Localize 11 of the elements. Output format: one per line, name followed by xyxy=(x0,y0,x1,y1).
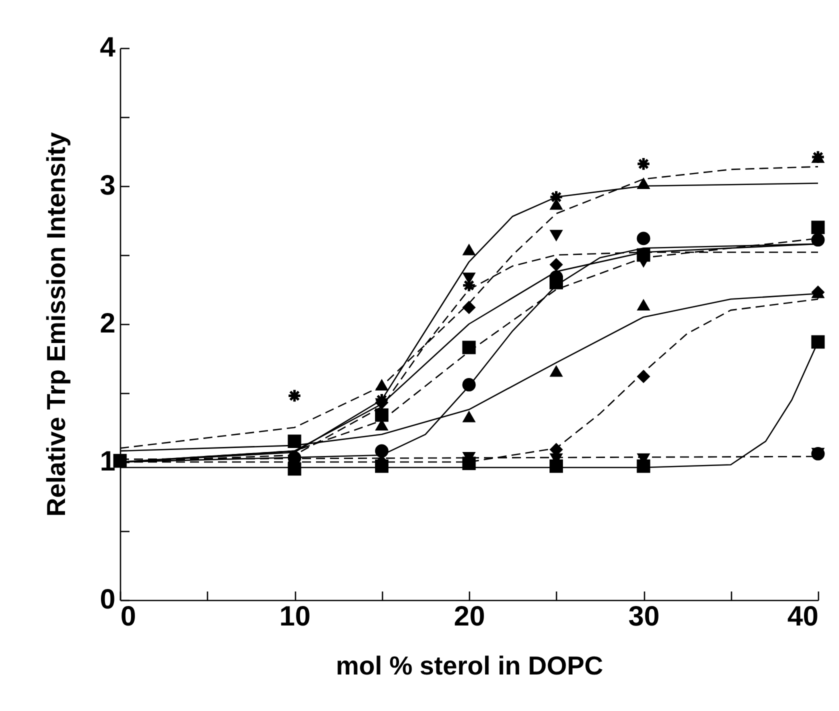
y-tick-label: 2 xyxy=(100,308,116,338)
y-tick-label: 3 xyxy=(100,170,116,200)
x-tick-label: 30 xyxy=(628,600,660,632)
x-tick-label: 0 xyxy=(120,600,136,632)
y-axis-title: Relative Trp Emission Intensity xyxy=(40,132,71,517)
x-tick-label: 10 xyxy=(279,600,311,632)
x-axis-title: mol % sterol in DOPC xyxy=(336,650,604,680)
y-tick-label: 4 xyxy=(100,32,116,62)
y-tick-label: 1 xyxy=(100,446,116,476)
x-tick-label: 20 xyxy=(454,600,486,632)
x-tick-label: 40 xyxy=(787,600,818,632)
